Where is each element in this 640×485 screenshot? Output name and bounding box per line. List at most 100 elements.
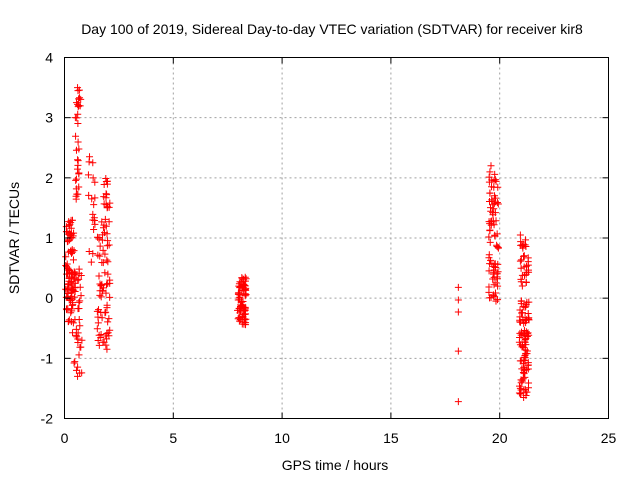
data-point — [522, 279, 530, 287]
data-point — [67, 309, 75, 317]
data-point — [238, 275, 246, 283]
data-point — [74, 338, 82, 346]
data-point — [235, 296, 243, 304]
grid — [64, 57, 609, 419]
data-point — [454, 283, 462, 291]
data-point — [103, 256, 111, 264]
data-point — [68, 301, 76, 309]
data-point — [75, 298, 83, 306]
data-point — [64, 264, 72, 272]
data-point — [95, 272, 103, 280]
data-point — [101, 309, 109, 317]
data-point — [75, 145, 83, 153]
data-point — [517, 238, 525, 246]
x-tick-label: 25 — [601, 430, 617, 446]
data-point — [106, 276, 114, 284]
data-point — [100, 180, 108, 188]
data-point — [70, 274, 78, 282]
data-point — [75, 351, 83, 359]
data-point — [78, 336, 86, 344]
data-point — [520, 370, 528, 378]
data-point — [102, 194, 110, 202]
data-point — [234, 315, 242, 323]
data-point — [95, 341, 103, 349]
data-point — [234, 290, 242, 298]
data-point — [72, 325, 80, 333]
data-point — [75, 170, 83, 178]
data-point — [85, 191, 93, 199]
data-point — [518, 309, 526, 317]
data-point — [98, 218, 106, 226]
data-point — [76, 94, 84, 102]
data-point — [103, 329, 111, 337]
data-point — [491, 192, 499, 200]
data-point — [71, 114, 79, 122]
y-axis-label: SDTVAR / TECUs — [6, 182, 22, 294]
data-point — [454, 296, 462, 304]
data-point — [71, 279, 79, 287]
data-point — [524, 254, 532, 262]
data-point — [70, 359, 78, 367]
data-point — [515, 389, 523, 397]
data-point — [91, 178, 99, 186]
data-point — [524, 359, 532, 367]
data-point — [105, 315, 113, 323]
data-point — [67, 296, 75, 304]
data-point — [84, 171, 92, 179]
data-point — [67, 278, 75, 286]
data-point — [242, 310, 250, 318]
data-point — [102, 341, 110, 349]
data-point — [74, 363, 82, 371]
data-point — [242, 291, 250, 299]
data-point — [241, 286, 249, 294]
data-point — [103, 345, 111, 353]
data-point — [71, 293, 79, 301]
data-point — [492, 177, 500, 185]
data-point — [493, 198, 501, 206]
data-point — [520, 252, 528, 260]
data-point — [521, 303, 529, 311]
data-point — [104, 318, 112, 326]
data-point — [520, 263, 528, 271]
data-point — [524, 384, 532, 392]
data-point — [100, 200, 108, 208]
data-point — [102, 222, 110, 230]
data-point — [519, 244, 527, 252]
data-point — [97, 333, 105, 341]
y-tick-label: 3 — [45, 110, 53, 126]
data-point — [489, 291, 497, 299]
data-point — [517, 264, 525, 272]
data-point — [67, 230, 75, 238]
data-point — [488, 196, 496, 204]
x-tick-label: 10 — [274, 430, 290, 446]
data-point — [241, 316, 249, 324]
data-point — [74, 120, 82, 128]
data-point — [105, 218, 113, 226]
data-point — [486, 227, 494, 235]
data-point — [519, 375, 527, 383]
data-point — [491, 170, 499, 178]
data-point — [72, 176, 80, 184]
data-point — [64, 293, 72, 301]
data-point — [454, 308, 462, 316]
data-point — [106, 326, 114, 334]
data-point — [65, 317, 73, 325]
data-point — [494, 296, 502, 304]
axis-ticks: 0 5 10 15 20 25 -2 -1 0 1 2 3 4 — [41, 50, 617, 447]
data-point — [75, 315, 83, 323]
data-point — [76, 322, 84, 330]
data-point — [519, 342, 527, 350]
data-point — [101, 269, 109, 277]
data-point — [521, 337, 529, 345]
data-point — [486, 189, 494, 197]
data-point — [494, 244, 502, 252]
data-point — [493, 243, 501, 251]
data-point — [491, 176, 499, 184]
data-point — [518, 271, 526, 279]
data-point — [75, 269, 83, 277]
data-point — [238, 284, 246, 292]
data-point — [75, 275, 83, 283]
data-point — [106, 293, 114, 301]
data-point — [520, 393, 528, 401]
